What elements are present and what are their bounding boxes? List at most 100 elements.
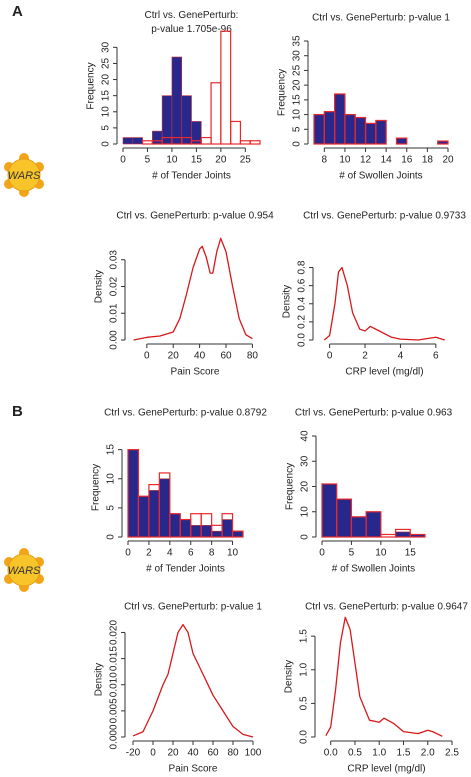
x-tick-label: 6 xyxy=(188,548,194,559)
y-tick-label: 0 xyxy=(292,141,303,147)
y-tick-label: 20 xyxy=(292,79,303,91)
y-tick-label: 10 xyxy=(292,109,303,121)
bar xyxy=(152,130,163,145)
y-tick-label: 0.03 xyxy=(109,250,120,270)
bar xyxy=(365,511,382,538)
x-tick-label: 0.0 xyxy=(324,748,338,759)
title-line: Ctrl vs. GenePerturb: xyxy=(145,10,239,21)
x-tick-label: 14 xyxy=(381,155,393,166)
bar xyxy=(239,140,251,145)
bar xyxy=(221,519,233,538)
y-tick-label: 0.5 xyxy=(299,696,310,710)
y-axis-label: Density xyxy=(94,270,105,303)
x-tick-label: 1.0 xyxy=(372,748,386,759)
y-tick-label: 0.020 xyxy=(109,620,120,645)
y-tick-label: 35 xyxy=(292,35,303,47)
y-tick-label: 20 xyxy=(300,481,311,493)
chart-title: Ctrl vs. GenePerturb: p-value 1 xyxy=(312,13,450,24)
bar xyxy=(171,56,183,145)
x-tick-label: 10 xyxy=(166,155,178,166)
y-tick-label: 0.000 xyxy=(109,724,120,749)
x-tick-label: 100 xyxy=(245,748,262,759)
bar xyxy=(313,114,325,145)
bar xyxy=(127,449,139,538)
y-tick-label: 0.0 xyxy=(297,333,308,347)
bar xyxy=(354,117,366,145)
bar xyxy=(221,513,234,538)
bar xyxy=(365,123,377,145)
y-tick-label: 30 xyxy=(101,41,112,53)
y-tick-label: 15 xyxy=(101,90,112,102)
y-tick-label: 0 xyxy=(300,534,311,540)
x-tick-label: 8 xyxy=(209,548,215,559)
bar xyxy=(122,137,134,145)
bar xyxy=(375,120,387,145)
bar xyxy=(211,530,223,538)
x-axis-label: Pain Score xyxy=(169,764,218,775)
x-tick-label: 4 xyxy=(398,351,404,362)
bar xyxy=(138,495,150,538)
bar xyxy=(200,136,212,145)
chart-title: Ctrl vs. GenePerturb: p-value 0.9647 xyxy=(305,602,468,613)
y-tick-label: 30 xyxy=(292,50,303,62)
y-tick-label: 10 xyxy=(101,106,112,118)
y-tick-label: 0.010 xyxy=(109,672,120,697)
x-tick-label: 5 xyxy=(145,155,151,166)
bar xyxy=(200,525,212,538)
y-tick-label: 25 xyxy=(292,64,303,76)
y-tick-label: 0.02 xyxy=(109,276,120,296)
y-axis-label: Frequency xyxy=(86,62,97,109)
bar xyxy=(249,140,261,145)
bar xyxy=(344,114,356,145)
x-axis-label: Pain Score xyxy=(171,367,220,378)
x-tick-label: 20 xyxy=(167,748,179,759)
x-tick-label: 10 xyxy=(375,548,387,559)
x-tick-label: 0.5 xyxy=(348,748,362,759)
panel-label: B xyxy=(12,403,23,420)
icon-label: WARS xyxy=(8,565,41,577)
x-axis-label: CRP level (mg/dl) xyxy=(347,764,425,775)
y-tick-label: 5 xyxy=(101,125,112,131)
x-tick-label: 40 xyxy=(194,351,206,362)
y-tick-label: 0.005 xyxy=(109,698,120,723)
x-tick-label: 12 xyxy=(360,155,372,166)
bar xyxy=(394,528,411,538)
chart-title: Ctrl vs. GenePerturb: p-value 1.705e-96 xyxy=(145,10,239,35)
x-axis-label: # of Tender Joints xyxy=(152,171,231,182)
bar xyxy=(336,498,352,538)
x-tick-label: 0 xyxy=(125,548,131,559)
x-tick-label: 60 xyxy=(207,748,219,759)
y-axis-label: Frequency xyxy=(285,463,296,510)
bar xyxy=(365,511,382,538)
gene-icon: WARS xyxy=(4,153,44,197)
chart-title: Ctrl vs. GenePerturb: p-value 0.963 xyxy=(295,408,453,419)
y-tick-label: 15 xyxy=(106,444,117,456)
y-tick-label: 0.015 xyxy=(109,646,120,671)
bar xyxy=(395,531,411,538)
x-tick-label: 20 xyxy=(442,155,454,166)
bar xyxy=(148,490,160,538)
bar xyxy=(220,30,232,145)
y-tick-label: 0 xyxy=(106,534,117,540)
y-tick-label: 1.0 xyxy=(299,662,310,676)
y-axis-label: Frequency xyxy=(277,69,288,116)
y-tick-label: 40 xyxy=(300,430,311,442)
y-tick-label: 0 xyxy=(101,141,112,147)
bar xyxy=(181,95,192,145)
x-tick-label: 5 xyxy=(349,548,355,559)
x-tick-label: 16 xyxy=(401,155,413,166)
bar xyxy=(396,137,408,145)
x-tick-label: 2 xyxy=(362,351,368,362)
x-axis-label: # of Swollen Joints xyxy=(339,171,422,182)
x-tick-label: 25 xyxy=(240,155,252,166)
bar xyxy=(232,530,244,538)
y-tick-label: 0.00 xyxy=(109,330,120,350)
y-tick-label: 0.0 xyxy=(299,730,310,744)
density-line xyxy=(323,266,445,341)
bar xyxy=(375,119,387,145)
density-line xyxy=(325,616,443,737)
x-tick-label: 6 xyxy=(433,351,439,362)
x-tick-label: 8 xyxy=(322,155,328,166)
y-tick-label: 0.4 xyxy=(297,296,308,310)
